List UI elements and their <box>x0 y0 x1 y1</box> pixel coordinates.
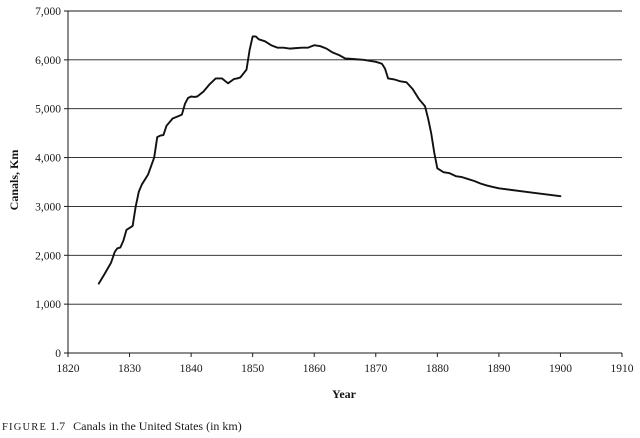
x-tick-label: 1830 <box>118 363 141 375</box>
series-layer <box>97 35 562 285</box>
x-tick-label: 1860 <box>303 363 326 375</box>
y-tick-label: 5,000 <box>35 104 61 116</box>
x-tick-label: 1840 <box>180 363 203 375</box>
y-tick-label: 0 <box>55 348 61 360</box>
gridlines <box>68 10 622 305</box>
x-axis-title: Year <box>332 387 357 401</box>
caption-label: FIGURE <box>2 422 48 433</box>
tick-labels: 0 1,000 2,000 3,000 4,000 5,000 6,000 7,000 1820… <box>35 6 634 375</box>
y-tick-label: 2,000 <box>35 250 61 262</box>
x-tick-label: 1880 <box>426 363 449 375</box>
ticks <box>64 10 623 357</box>
figure-caption: FIGURE 1.7 Canals in the United States (… <box>2 419 242 434</box>
y-tick-label: 4,000 <box>35 153 61 165</box>
x-tick-label: 1850 <box>241 363 264 375</box>
x-tick-label: 1900 <box>549 363 572 375</box>
x-tick-label: 1820 <box>57 363 80 375</box>
axes <box>67 11 622 354</box>
canals-series-line <box>97 35 562 285</box>
caption-number: 1.7 <box>50 419 66 433</box>
x-tick-label: 1870 <box>364 363 387 375</box>
y-axis-title: Canals, Km <box>7 150 21 211</box>
caption-text: Canals in the United States (in km) <box>73 419 242 433</box>
y-tick-label: 3,000 <box>35 201 61 213</box>
y-tick-label: 7,000 <box>35 6 61 18</box>
y-tick-label: 1,000 <box>35 299 61 311</box>
x-tick-label: 1910 <box>611 363 634 375</box>
x-tick-label: 1890 <box>487 363 510 375</box>
y-tick-label: 6,000 <box>35 55 61 67</box>
